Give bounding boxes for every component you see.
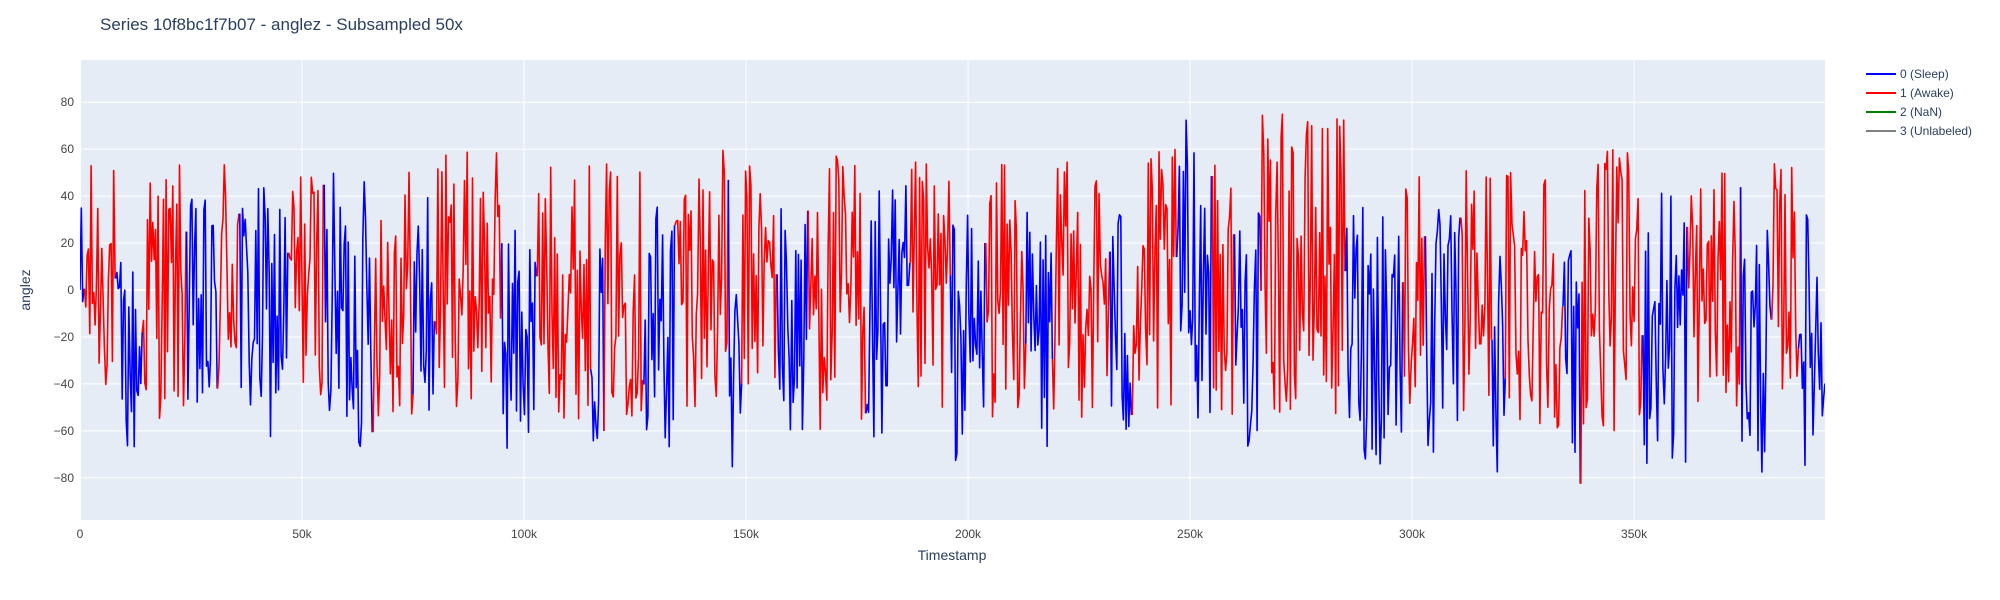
series-segment-1-awake- xyxy=(740,165,777,385)
x-tick-label: 150k xyxy=(733,527,760,541)
x-tick-label: 200k xyxy=(955,527,982,541)
series-segment-1-awake- xyxy=(1211,164,1235,415)
legend-item-label[interactable]: 3 (Unlabeled) xyxy=(1900,124,1972,138)
y-tick-label: 60 xyxy=(61,142,75,156)
series-segment-1-awake- xyxy=(216,164,240,389)
series-segment-0-sleep- xyxy=(185,198,218,403)
series-segment-1-awake- xyxy=(141,164,187,420)
series-segment-1-awake- xyxy=(1260,113,1346,415)
series-segment-1-awake- xyxy=(985,163,1027,418)
series-segment-0-sleep- xyxy=(1175,119,1213,419)
y-tick-label: −80 xyxy=(54,471,75,485)
series-segment-0-sleep- xyxy=(1424,208,1461,453)
series-segment-1-awake- xyxy=(1460,170,1493,412)
series-segment-0-sleep- xyxy=(1739,187,1773,473)
series-segment-1-awake- xyxy=(1402,176,1426,404)
y-tick-label: −60 xyxy=(54,424,75,438)
series-segment-0-sleep- xyxy=(1491,255,1507,473)
plot-clip xyxy=(80,113,1825,484)
series-segment-0-sleep- xyxy=(949,214,986,462)
series-segment-0-sleep- xyxy=(727,179,743,468)
series-segment-1-awake- xyxy=(674,149,730,408)
series-segment-1-awake- xyxy=(807,155,867,431)
series-segment-1-awake- xyxy=(909,161,952,408)
x-axis-title: Timestamp xyxy=(918,547,987,563)
x-tick-label: 250k xyxy=(1177,527,1204,541)
y-tick-label: 40 xyxy=(61,189,75,203)
series-segment-1-awake- xyxy=(536,165,592,420)
series-segment-1-awake- xyxy=(372,171,414,433)
series-segment-0-sleep- xyxy=(239,187,289,438)
series-segment-0-sleep- xyxy=(776,208,809,431)
y-axis-ticks: 80 60 40 20 0 −20 −40 −60 −80 xyxy=(54,95,75,485)
series-segment-0-sleep- xyxy=(80,207,85,303)
legend-item-label[interactable]: 1 (Awake) xyxy=(1900,86,1954,100)
series-segment-1-awake- xyxy=(1770,163,1800,390)
series-segment-0-sleep- xyxy=(1562,250,1582,484)
legend[interactable]: 0 (Sleep) 1 (Awake) 2 (NaN) 3 (Unlabeled) xyxy=(1866,67,1972,138)
series-segment-1-awake- xyxy=(287,176,325,396)
x-tick-label: 300k xyxy=(1399,527,1426,541)
series-segment-1-awake- xyxy=(1686,172,1742,407)
y-tick-label: 0 xyxy=(67,283,74,297)
series-segment-0-sleep- xyxy=(1233,212,1262,447)
series-segment-0-sleep- xyxy=(1109,214,1133,430)
series-segment-1-awake- xyxy=(1504,171,1564,429)
x-tick-label: 100k xyxy=(511,527,538,541)
series-segment-0-sleep- xyxy=(501,229,538,449)
chart-title: Series 10f8bc1f7b07 - anglez - Subsample… xyxy=(100,15,463,34)
y-tick-label: −40 xyxy=(54,377,75,391)
series-segment-0-sleep- xyxy=(323,172,373,448)
series-segment-0-sleep- xyxy=(1642,192,1688,465)
y-tick-label: 20 xyxy=(61,236,75,250)
series-segment-0-sleep- xyxy=(114,261,143,448)
series-segment-1-awake- xyxy=(1051,161,1111,418)
x-tick-label: 0 xyxy=(77,527,84,541)
series-segment-0-sleep- xyxy=(1344,206,1404,465)
x-tick-label: 350k xyxy=(1621,527,1648,541)
y-tick-label: 80 xyxy=(61,95,75,109)
series-lines xyxy=(80,113,1825,484)
y-tick-label: −20 xyxy=(54,330,75,344)
legend-item-label[interactable]: 2 (NaN) xyxy=(1900,105,1942,119)
series-segment-1-awake- xyxy=(83,164,116,386)
x-axis-ticks: 0 50k 100k 150k 200k 250k 300k 350k xyxy=(77,527,1648,541)
series-segment-0-sleep- xyxy=(643,206,676,448)
series-segment-1-awake- xyxy=(434,151,503,408)
series-segment-0-sleep- xyxy=(412,196,436,411)
series-segment-0-sleep- xyxy=(1025,211,1054,448)
series-segment-1-awake- xyxy=(1131,148,1178,416)
x-tick-label: 50k xyxy=(292,527,312,541)
series-segment-0-sleep- xyxy=(865,185,911,438)
legend-item-label[interactable]: 0 (Sleep) xyxy=(1900,67,1949,81)
series-segment-0-sleep- xyxy=(589,248,605,442)
series-segment-0-sleep- xyxy=(1797,214,1825,466)
series-segment-1-awake- xyxy=(603,163,645,431)
y-axis-title: anglez xyxy=(17,269,33,310)
series-segment-1-awake- xyxy=(1580,149,1643,484)
